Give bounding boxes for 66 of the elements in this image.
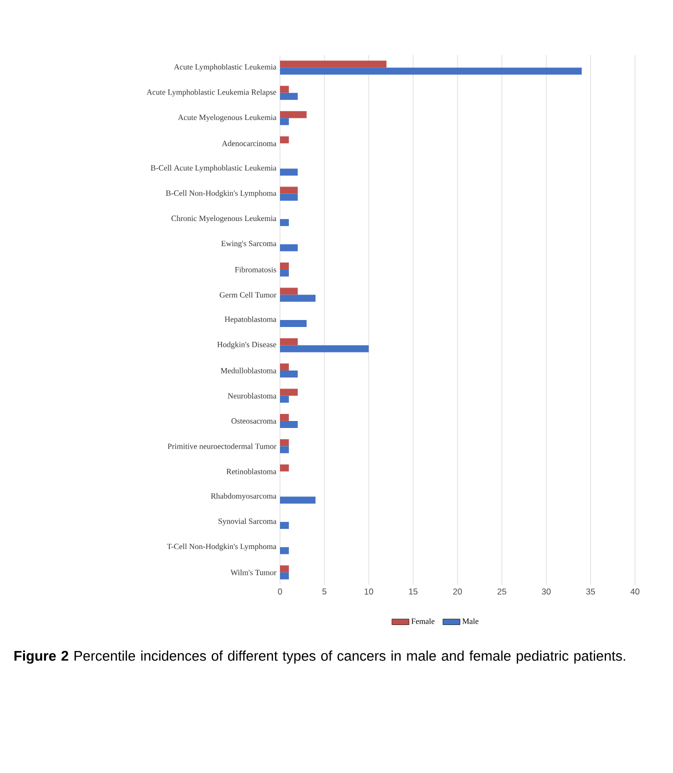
y-tick-label: Primitive neuroectodermal Tumor <box>168 443 276 450</box>
bar <box>280 111 307 118</box>
y-tick-label: Wilm's Tumor <box>230 570 276 576</box>
y-tick-label: Rhabdomyosarcoma <box>210 493 276 500</box>
bar <box>280 244 298 252</box>
x-tick-label: 40 <box>630 588 640 595</box>
y-tick-label: Osteosacroma <box>231 418 276 424</box>
y-tick-label: Synovial Sarcoma <box>218 518 276 526</box>
x-tick-label: 5 <box>322 588 326 594</box>
bar <box>280 194 298 201</box>
x-tick-label: 15 <box>409 588 418 594</box>
bar <box>280 439 289 446</box>
y-tick-label: Acute Myelogenous Leukemia <box>178 114 276 122</box>
bar <box>280 338 298 346</box>
bar <box>280 168 298 176</box>
y-tick-label: Neuroblastoma <box>228 392 276 399</box>
bar <box>280 420 298 428</box>
bar <box>280 219 289 226</box>
bar <box>280 92 298 100</box>
y-tick-label: Fibromatosis <box>234 266 276 272</box>
legend-label: Female <box>411 618 434 624</box>
x-tick-label: 30 <box>542 588 551 595</box>
bar <box>280 396 289 403</box>
x-tick-label: 0 <box>278 588 282 595</box>
y-tick-label: Medulloblastoma <box>220 368 276 374</box>
y-tick-label: Hepatoblastoma <box>224 316 276 324</box>
y-tick-label: B-Cell Acute Lymphoblastic Leukemia <box>150 164 276 172</box>
bar <box>280 572 289 580</box>
bar <box>280 345 369 352</box>
y-tick-label: Germ Cell Tumor <box>220 292 276 298</box>
x-tick-label: 35 <box>586 588 595 595</box>
bar <box>280 186 298 194</box>
bar <box>280 118 289 126</box>
y-tick-label: Acute Lymphoblastic Leukemia Relapse <box>146 89 276 96</box>
bar <box>280 363 289 370</box>
y-tick-label: Chronic Myelogenous Leukemia <box>171 215 276 223</box>
y-tick-label: B-Cell Non-Hodgkin's Lymphoma <box>166 190 276 198</box>
y-tick-label: Adenocarcinoma <box>222 140 276 146</box>
bar <box>280 136 289 144</box>
bar <box>280 414 289 421</box>
bar <box>280 86 289 93</box>
bar <box>280 446 289 454</box>
y-tick-label: Ewing's Sarcoma <box>221 240 276 248</box>
y-tick-label: T-Cell Non-Hodgkin's Lymphoma <box>167 544 276 551</box>
bar <box>280 294 316 302</box>
text: Figure 2 Percentile incidences of different types of cancers in male and female pediatric patients. <box>14 650 626 664</box>
bar <box>280 388 298 396</box>
bar <box>280 288 298 295</box>
y-tick-label: Acute Lymphoblastic Leukemia <box>174 64 276 72</box>
bar <box>280 370 298 378</box>
x-tick-label: 20 <box>453 588 462 595</box>
y-tick-label: Retinoblastoma <box>226 468 276 474</box>
bar <box>280 262 289 270</box>
bar <box>280 522 289 529</box>
legend-label: Male <box>462 618 478 624</box>
x-tick-label: 10 <box>364 588 374 595</box>
bar <box>280 60 386 68</box>
bar <box>280 464 289 472</box>
bar <box>280 547 289 554</box>
bar <box>280 68 582 75</box>
bar <box>280 565 289 572</box>
x-tick-label: 25 <box>498 588 506 595</box>
y-tick-label: Hodgkin's Disease <box>217 342 276 349</box>
bar <box>280 270 289 277</box>
bar <box>280 320 307 327</box>
bar <box>280 496 316 504</box>
